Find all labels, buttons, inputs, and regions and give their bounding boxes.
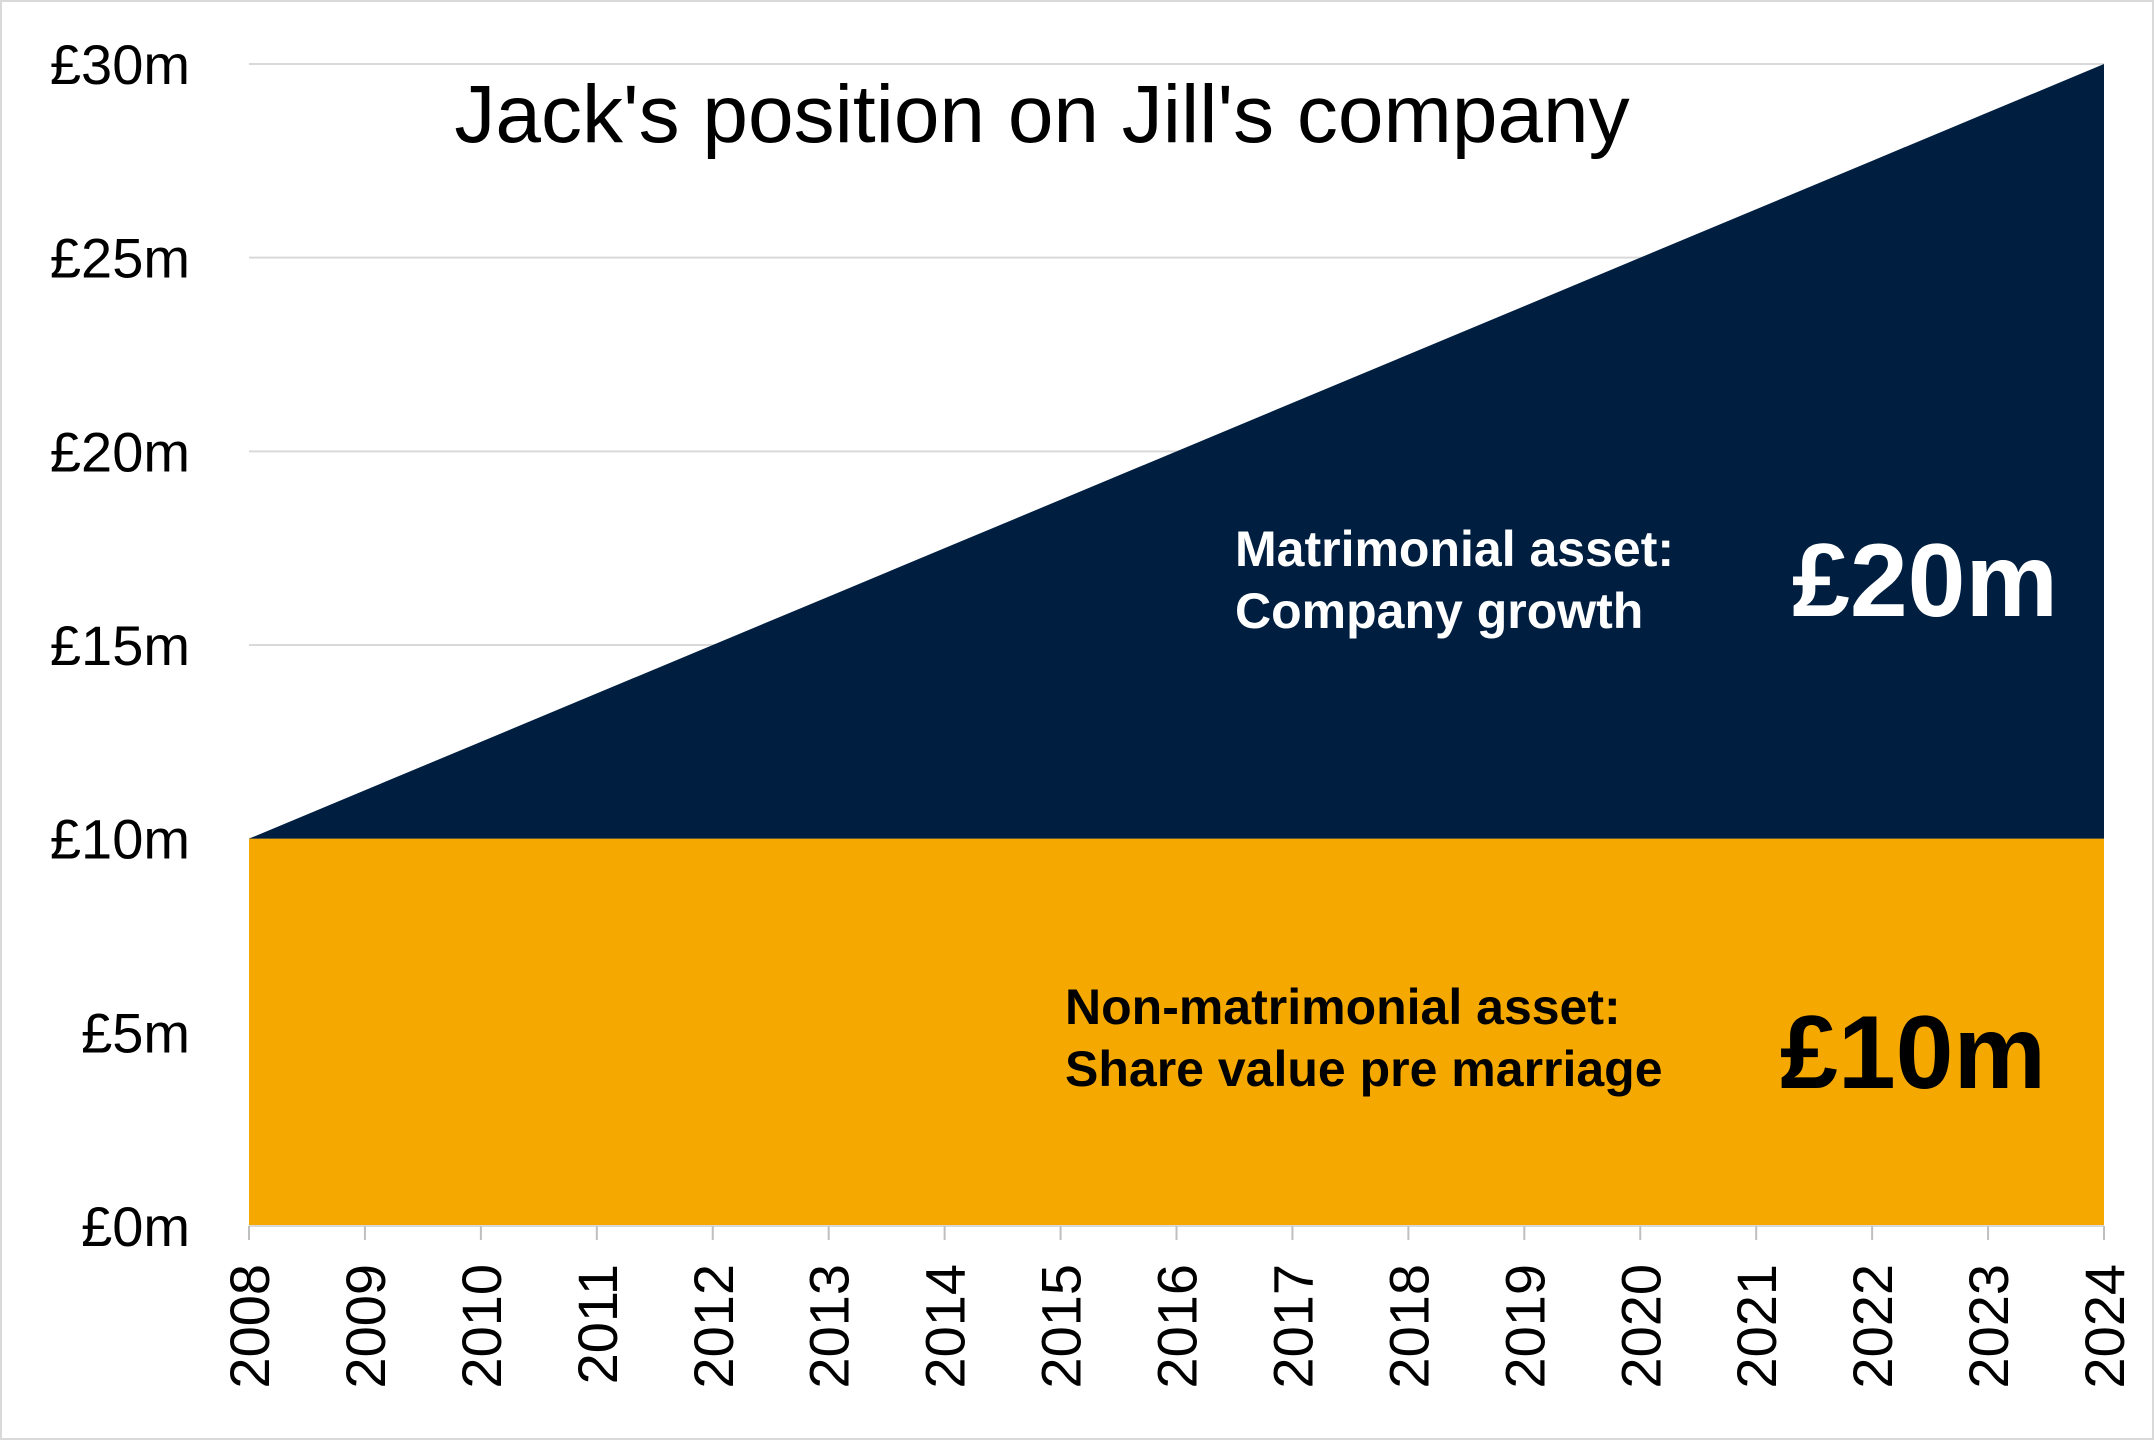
x-tick-label: 2020 xyxy=(1609,1264,1672,1389)
y-tick-label: £15m xyxy=(50,614,190,677)
x-tick-label: 2016 xyxy=(1146,1264,1209,1389)
x-tick-label: 2015 xyxy=(1030,1264,1093,1389)
x-tick-label: 2023 xyxy=(1957,1264,2020,1389)
x-tick-label: 2014 xyxy=(914,1264,977,1389)
chart-title: Jack's position on Jill's company xyxy=(454,69,1629,160)
non-matrimonial-value-label: £10m xyxy=(1780,995,2046,1111)
y-tick-label: £30m xyxy=(50,33,190,96)
x-axis: 2008 2009 2010 2011 2012 2013 2014 2015 2016 2017… xyxy=(218,1225,2136,1389)
y-tick-label: £5m xyxy=(81,1001,190,1064)
x-tick-label: 2018 xyxy=(1377,1264,1440,1389)
x-tick-label: 2024 xyxy=(2073,1264,2136,1389)
non-matrimonial-annotation-line2: Share value pre marriage xyxy=(1065,1041,1663,1097)
matrimonial-annotation-line2: Company growth xyxy=(1235,583,1643,639)
y-tick-label: £25m xyxy=(50,227,190,290)
x-tick-label: 2022 xyxy=(1841,1264,1904,1389)
area-matrimonial xyxy=(249,64,2104,839)
matrimonial-annotation: Matrimonial asset: Company growth £20m xyxy=(1235,521,2058,639)
x-tick-label: 2013 xyxy=(798,1264,861,1389)
stacked-areas xyxy=(249,64,2104,1226)
x-tick-label: 2008 xyxy=(218,1264,281,1389)
x-tick-label: 2011 xyxy=(566,1264,629,1384)
x-tick-label: 2012 xyxy=(682,1264,745,1389)
y-tick-label: £20m xyxy=(50,420,190,483)
non-matrimonial-annotation-line1: Non-matrimonial asset: xyxy=(1065,979,1621,1035)
matrimonial-value-label: £20m xyxy=(1792,523,2058,639)
matrimonial-annotation-line1: Matrimonial asset: xyxy=(1235,521,1674,577)
y-axis: £0m £5m £10m £15m £20m £25m £30m xyxy=(50,33,190,1258)
x-tick-label: 2017 xyxy=(1261,1264,1324,1389)
non-matrimonial-annotation: Non-matrimonial asset: Share value pre m… xyxy=(1065,979,2046,1111)
x-tick-label: 2010 xyxy=(450,1264,513,1389)
x-tick-label: 2009 xyxy=(334,1264,397,1389)
y-tick-label: £0m xyxy=(81,1195,190,1258)
x-tick-label: 2021 xyxy=(1725,1264,1788,1389)
x-tick-label: 2019 xyxy=(1493,1264,1556,1389)
y-tick-label: £10m xyxy=(50,808,190,871)
area-non-matrimonial xyxy=(249,838,2104,1226)
